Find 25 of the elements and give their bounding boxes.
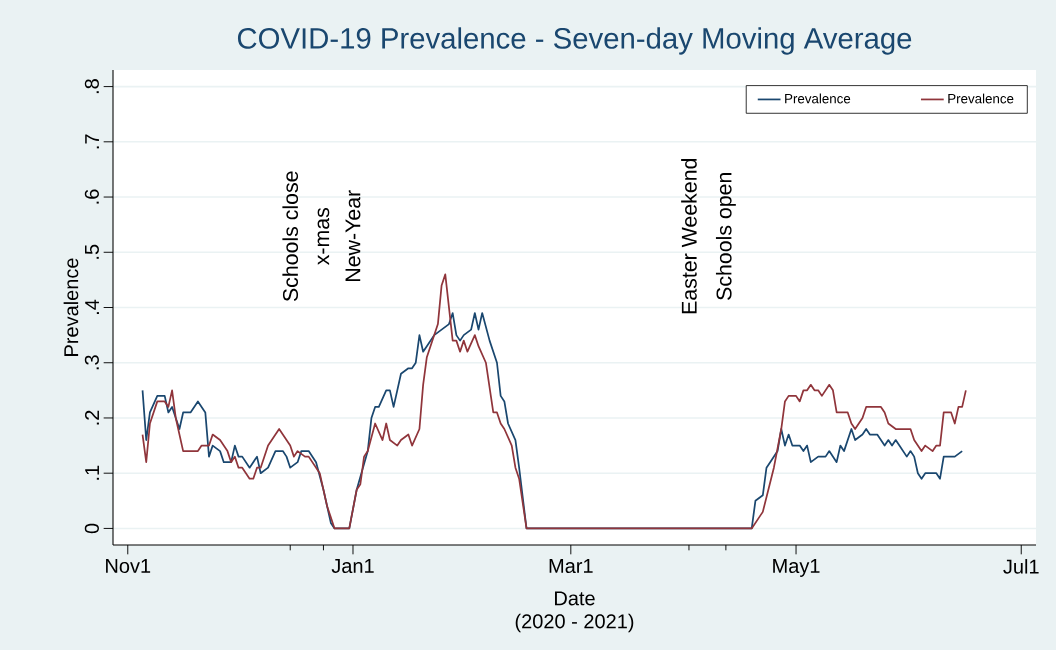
y-tick-label: 0 <box>84 523 99 534</box>
y-tick-label: .2 <box>84 410 99 425</box>
x-tick-label: Jan1 <box>331 559 374 573</box>
x-axis-title: Date <box>555 591 595 606</box>
annotation: Schools open <box>715 173 736 300</box>
legend-label: Prevalence <box>785 93 851 104</box>
x-tick-label: Mar1 <box>549 559 593 573</box>
annotation: New-Year <box>345 190 361 281</box>
x-tick-label: Jul1 <box>1003 559 1039 574</box>
y-tick-label: .3 <box>84 355 99 370</box>
y-tick-label: .6 <box>84 189 99 204</box>
y-axis-title: Prevalence <box>63 258 79 356</box>
y-tick-label: .5 <box>85 244 99 259</box>
text: (2020 - 2021) <box>515 613 634 633</box>
legend-label: Prevalence <box>948 93 1014 104</box>
x-tick-label: May1 <box>773 559 820 577</box>
chart-title: COVID-19 Prevalence - Seven-day Moving Average <box>237 27 912 55</box>
y-tick-label: .1 <box>85 465 99 480</box>
annotation: x-mas <box>317 207 330 266</box>
y-tick-label: .8 <box>84 79 99 94</box>
y-tick-label: .4 <box>85 299 99 315</box>
annotation: Easter Weekend <box>681 158 697 314</box>
y-tick-label: .7 <box>85 134 99 149</box>
annotation: Schools close <box>282 171 299 302</box>
x-tick-label: Nov1 <box>106 559 151 573</box>
